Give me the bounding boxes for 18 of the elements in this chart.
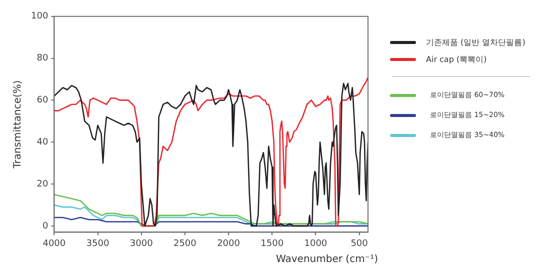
x-axis-title: Wavenumber (cm⁻¹) xyxy=(275,254,378,265)
y-tick-label: 100 xyxy=(30,12,48,22)
x-tick-label: 3000 xyxy=(130,238,154,249)
x-tick-label: 4000 xyxy=(42,238,66,249)
y-tick-label: 0 xyxy=(42,221,48,232)
y-tick-label: 60 xyxy=(36,96,48,106)
y-axis-title: Transmittance(%) xyxy=(12,80,24,170)
legend-label: 기존제품 (일반 열차단필름) xyxy=(426,37,526,48)
x-tick-label: 1000 xyxy=(304,238,328,249)
x-tick-label: 3500 xyxy=(86,238,110,249)
x-tick-label: 2500 xyxy=(173,238,197,249)
x-tick-label: 1500 xyxy=(260,238,284,249)
legend-label: Air cap (뽁뽁이) xyxy=(426,54,487,65)
y-tick-label: 40 xyxy=(36,137,48,148)
x-tick-label: 2000 xyxy=(217,238,240,249)
y-tick-label: 80 xyxy=(36,54,48,64)
x-tick-label: 500 xyxy=(350,238,368,249)
y-tick-label: 20 xyxy=(36,179,48,190)
